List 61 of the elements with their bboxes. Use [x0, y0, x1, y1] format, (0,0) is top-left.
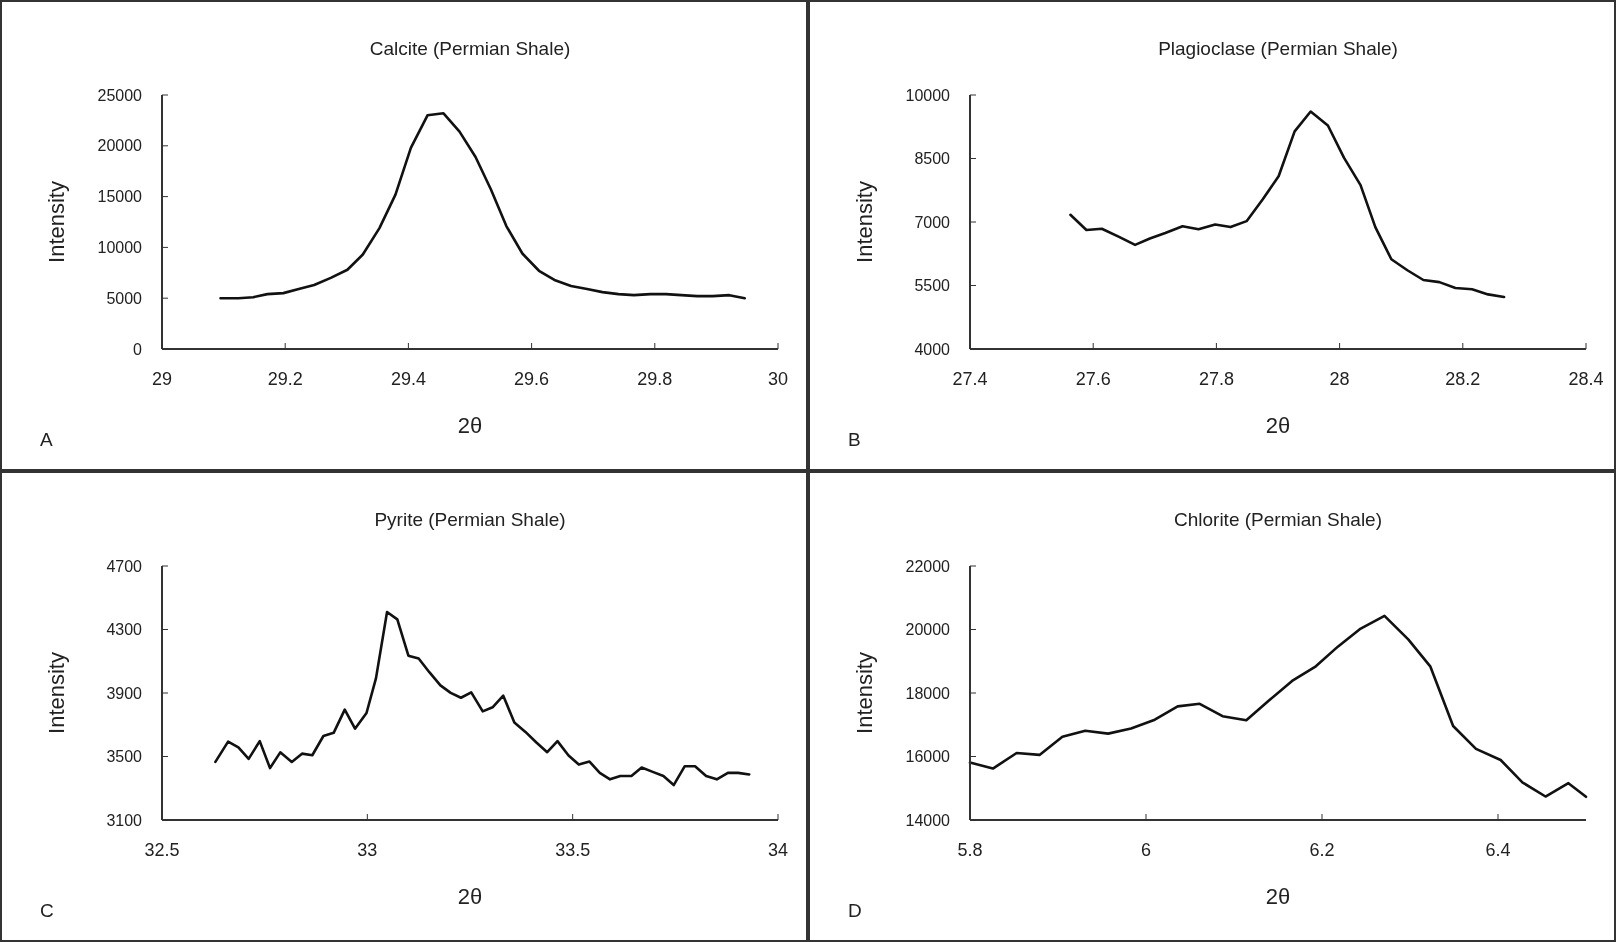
y-tick-label: 15000 — [97, 188, 143, 206]
x-tick-label: 27.8 — [1198, 369, 1234, 389]
y-tick-label: 7000 — [914, 213, 951, 231]
y-tick-label: 20000 — [905, 621, 951, 639]
x-tick-label: 5.8 — [957, 840, 983, 860]
y-tick-label: 4300 — [106, 621, 143, 639]
y-tick-label: 18000 — [905, 684, 951, 702]
y-axis-title: Intensity — [44, 652, 69, 734]
y-axis-title: Intensity — [44, 181, 69, 263]
y-tick-label: 20000 — [97, 137, 143, 155]
text: D — [848, 900, 862, 921]
chart-title: Chlorite (Permian Shale) — [1173, 509, 1383, 530]
x-tick-label: 28.4 — [1568, 369, 1604, 389]
x-tick-label: 6.2 — [1309, 840, 1335, 860]
y-tick-label: 5000 — [106, 289, 143, 307]
x-tick-label: 28.2 — [1445, 369, 1481, 389]
x-tick-label: 28 — [1329, 369, 1350, 389]
y-tick-label: 0 — [133, 340, 143, 358]
y-axis-title: Intensity — [852, 181, 877, 263]
y-tick-label: 3500 — [106, 748, 143, 766]
text: B — [848, 429, 861, 450]
x-tick-label: 29 — [151, 369, 173, 389]
x-tick-label: 27.4 — [952, 369, 988, 389]
x-tick-label: 29.6 — [514, 369, 550, 389]
line-series — [214, 610, 751, 787]
y-tick-label: 10000 — [905, 86, 951, 104]
line-series — [219, 111, 747, 300]
x-axis-title: 2θ — [1265, 413, 1291, 438]
y-tick-label: 3100 — [106, 811, 143, 829]
line-series — [1069, 110, 1506, 299]
y-tick-label: 4000 — [914, 340, 951, 358]
x-tick-label: 33.5 — [555, 840, 591, 860]
y-tick-label: 16000 — [905, 748, 951, 766]
y-tick-label: 14000 — [905, 811, 951, 829]
y-tick-label: 22000 — [905, 557, 951, 575]
x-tick-label: 32.5 — [144, 840, 180, 860]
text: A — [40, 429, 53, 450]
x-tick-label: 33 — [357, 840, 378, 860]
x-tick-label: 6.4 — [1485, 840, 1511, 860]
y-tick-label: 25000 — [97, 86, 143, 104]
y-tick-label: 5500 — [914, 277, 951, 295]
text: C — [40, 900, 54, 921]
x-tick-label: 27.6 — [1075, 369, 1111, 389]
x-axis-title: 2θ — [457, 413, 483, 438]
y-tick-label: 3900 — [106, 684, 143, 702]
chart-title: Pyrite (Permian Shale) — [374, 509, 566, 530]
y-tick-label: 10000 — [97, 239, 143, 256]
y-tick-label: 4700 — [106, 557, 143, 575]
x-tick-label: 29.8 — [637, 369, 673, 389]
x-axis-title: 2θ — [1265, 884, 1291, 909]
x-tick-label: 29.4 — [390, 369, 426, 389]
y-tick-label: 8500 — [914, 150, 951, 168]
x-axis-title: 2θ — [457, 884, 483, 909]
y-axis-title: Intensity — [852, 652, 877, 734]
x-tick-label: 34 — [767, 840, 789, 860]
line-series — [968, 614, 1588, 799]
x-tick-label: 30 — [767, 369, 789, 389]
x-tick-label: 6 — [1140, 840, 1152, 860]
chart-title: Calcite (Permian Shale) — [369, 38, 571, 59]
x-tick-label: 29.2 — [267, 369, 303, 389]
chart-title: Plagioclase (Permian Shale) — [1158, 38, 1398, 59]
